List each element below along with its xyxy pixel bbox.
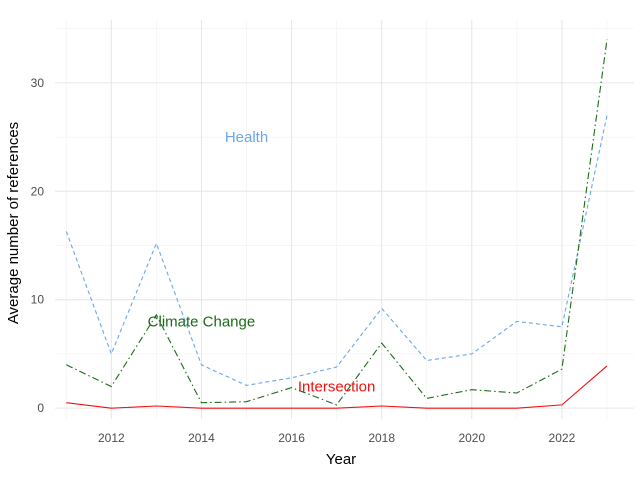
x-tick-label: 2016 <box>278 431 305 445</box>
x-axis-ticks: 2012 2014 2016 2018 2020 2022 <box>98 431 576 445</box>
intersection-label: Intersection <box>298 378 376 395</box>
health-line <box>65 115 608 386</box>
y-axis-title: Average number of references <box>5 122 22 324</box>
x-tick-label: 2018 <box>368 431 395 445</box>
y-axis-ticks: 0 10 20 30 <box>31 76 45 415</box>
x-axis-title: Year <box>326 451 356 468</box>
x-tick-label: 2022 <box>549 431 576 445</box>
climate-change-label: Climate Change <box>148 313 256 330</box>
x-tick-label: 2012 <box>98 431 125 445</box>
series-lines <box>65 39 608 409</box>
climate-change-line <box>66 39 608 406</box>
y-tick-label: 0 <box>37 401 44 415</box>
y-tick-label: 20 <box>31 184 45 198</box>
y-tick-label: 10 <box>31 293 45 307</box>
health-label: Health <box>225 129 268 146</box>
grid-lines <box>55 20 634 419</box>
intersection-line <box>66 365 608 409</box>
y-tick-label: 30 <box>31 76 45 90</box>
series-labels: Health Climate Change Intersection <box>148 129 376 395</box>
x-tick-label: 2014 <box>188 431 215 445</box>
x-tick-label: 2020 <box>458 431 485 445</box>
